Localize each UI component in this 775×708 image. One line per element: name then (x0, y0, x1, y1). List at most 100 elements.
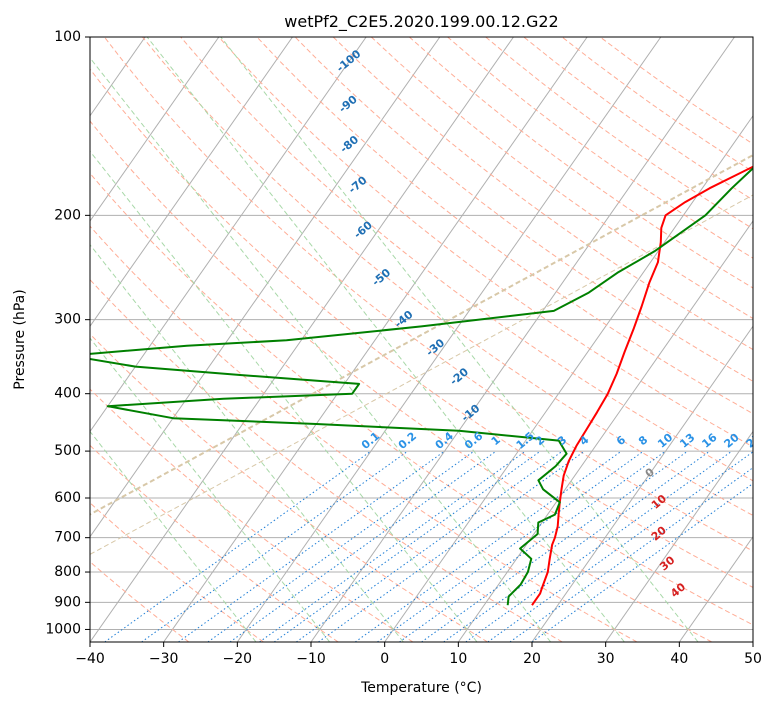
x-tick-label: 0 (380, 651, 389, 667)
x-tick-label: 10 (449, 651, 467, 667)
mixing-ratio-line (229, 450, 497, 642)
mixing-ratio-line (443, 450, 711, 642)
moist-adiabat-line (90, 430, 257, 642)
y-tick-label: 100 (54, 29, 81, 45)
x-tick-label: −10 (296, 651, 326, 667)
dry-adiabat-line (332, 37, 753, 351)
moist-adiabat-line (90, 150, 478, 642)
moist-adiabat-label: 0 (643, 465, 657, 480)
mixing-ratio-label: 3 (555, 433, 569, 448)
isotherm-line (605, 430, 753, 642)
y-tick-label: 200 (54, 207, 81, 223)
isotherm-line (310, 37, 735, 642)
x-tick-label: 30 (597, 651, 615, 667)
mixing-ratio-line (259, 450, 526, 642)
isotherm-line (163, 37, 588, 642)
moist-adiabat-line (90, 243, 404, 642)
mixing-ratio-label: 25 (744, 431, 764, 451)
isotherm-line (0, 37, 72, 642)
dry-adiabat-line (142, 37, 753, 517)
mixing-ratio-line (377, 450, 644, 642)
mixing-ratio-label: 30 (766, 431, 775, 451)
dry-adiabat-label: -90 (336, 93, 360, 116)
isotherm-line (752, 641, 753, 642)
dry-adiabat-label: -10 (459, 402, 483, 425)
moist-adiabat-label: 30 (657, 553, 677, 573)
chart-title: wetPf2_C2E5.2020.199.00.12.G22 (284, 12, 558, 32)
y-tick-label: 400 (54, 386, 81, 402)
mixing-ratio-line (295, 450, 563, 642)
dry-adiabat-line (90, 68, 753, 589)
y-tick-label: 900 (54, 594, 81, 610)
dry-adiabat-line (90, 388, 414, 642)
mixing-ratio-label: 6 (614, 433, 628, 448)
mixing-ratio-label: 4 (577, 433, 591, 448)
dry-adiabat-line (90, 278, 563, 642)
x-tick-label: 20 (523, 651, 541, 667)
plot-frame (89, 36, 754, 643)
dry-adiabat-label: -100 (334, 47, 364, 75)
mixing-ratio-line (207, 450, 475, 642)
mixing-ratio-line (273, 450, 541, 642)
isotherm-line (90, 37, 220, 222)
isotherm-line (90, 37, 293, 328)
y-tick-label: 600 (54, 490, 81, 506)
mixing-ratio-line (141, 450, 409, 642)
isotherm-line (678, 535, 753, 642)
dry-adiabat-line (409, 37, 753, 289)
x-tick-label: 40 (670, 651, 688, 667)
isotherm-line (90, 37, 367, 433)
dry-adiabat-line (90, 444, 339, 642)
saturation-curve (90, 153, 753, 516)
mixing-ratio-label: 20 (722, 431, 742, 451)
mixing-ratio-label: 16 (699, 431, 719, 451)
isotherm-line (236, 37, 662, 642)
dry-adiabat-line (90, 120, 753, 626)
mixing-ratio-line (487, 451, 753, 642)
temperature-profile (531, 165, 753, 606)
dry-adiabat-line (90, 333, 488, 642)
moist-adiabat-line (220, 37, 699, 642)
y-axis-label: Pressure (hPa) (12, 289, 28, 389)
x-tick-label: −20 (223, 651, 253, 667)
dry-adiabat-label: -70 (346, 173, 370, 196)
dry-adiabat-label: -60 (351, 218, 375, 241)
mixing-ratio-line (421, 450, 689, 642)
moist-adiabat-line (146, 37, 625, 642)
mixing-ratio-line (531, 482, 753, 642)
dry-adiabat-line (90, 502, 264, 642)
dry-adiabat-label: -50 (370, 266, 394, 289)
dry-adiabat-label: -20 (447, 365, 471, 388)
moist-adiabat-label: 40 (668, 580, 688, 600)
isotherm-line (531, 325, 753, 642)
dry-adiabat-line (218, 37, 753, 448)
dry-adiabat-line (90, 172, 712, 642)
dry-adiabat-line (370, 37, 753, 320)
y-tick-label: 1000 (45, 621, 81, 637)
dewpoint-profile (90, 166, 753, 606)
dry-adiabat-line (180, 37, 753, 482)
dry-adiabat-line (90, 561, 190, 642)
mixing-ratio-line (104, 450, 372, 642)
y-tick-label: 700 (54, 530, 81, 546)
x-tick-label: −40 (75, 651, 105, 667)
mixing-ratio-label: 0.4 (433, 429, 457, 452)
x-tick-label: 50 (744, 651, 762, 667)
isotherm-line (384, 114, 753, 642)
dry-adiabat-line (447, 37, 753, 259)
mixing-ratio-label: 0.1 (359, 429, 382, 451)
mixing-ratio-line (178, 450, 445, 642)
moist-adiabat-line (90, 57, 552, 642)
mixing-ratio-line (509, 467, 753, 642)
dry-adiabat-line (104, 37, 753, 552)
saturation-curve (90, 194, 753, 555)
dry-adiabat-label: -30 (424, 336, 448, 359)
x-axis-label: Temperature (°C) (360, 680, 482, 696)
mixing-ratio-label: 10 (655, 431, 675, 451)
x-tick-label: −30 (149, 651, 179, 667)
y-tick-label: 300 (54, 312, 81, 328)
mixing-ratio-label: 0.2 (396, 429, 419, 451)
mixing-ratio-line (354, 450, 622, 642)
mixing-ratio-line (465, 450, 733, 642)
